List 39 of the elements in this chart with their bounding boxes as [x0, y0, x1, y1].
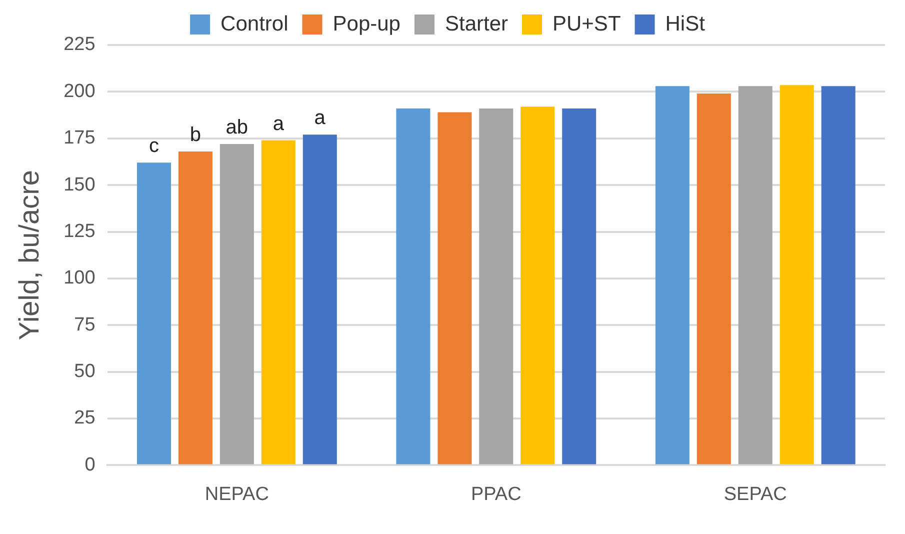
bar — [738, 86, 772, 464]
y-tick-label: 0 — [84, 454, 96, 476]
data-label: a — [314, 107, 326, 130]
legend-label: Starter — [444, 12, 508, 36]
y-tick-label: 200 — [64, 80, 96, 102]
y-tick-label: 175 — [64, 128, 96, 149]
bar — [396, 108, 430, 464]
legend-label: HiSt — [665, 12, 706, 36]
bar — [178, 151, 212, 464]
bar — [780, 85, 814, 464]
data-label: a — [272, 112, 285, 135]
x-tick-label: NEPAC — [204, 484, 269, 505]
x-tick-label: PPAC — [470, 484, 522, 505]
bar — [655, 86, 690, 464]
y-tick-label: 75 — [74, 314, 96, 336]
bar — [479, 108, 514, 464]
y-tick-label: 225 — [64, 34, 96, 56]
y-tick-label: 150 — [64, 174, 96, 196]
data-label: b — [190, 124, 201, 146]
y-axis-title: Yield, bu/acre — [14, 170, 45, 340]
data-label: ab — [226, 116, 248, 138]
bar — [302, 134, 337, 464]
data-label: c — [148, 135, 159, 158]
y-tick-label: 25 — [74, 408, 96, 429]
bar — [696, 94, 731, 464]
bar — [136, 162, 171, 464]
legend-label: Control — [220, 12, 288, 36]
y-tick-label: 100 — [64, 268, 96, 289]
bar — [438, 112, 472, 464]
bar — [220, 144, 254, 464]
bar — [520, 106, 555, 464]
x-tick-label: SEPAC — [724, 484, 787, 505]
bar — [821, 86, 856, 464]
y-tick-label: 50 — [74, 361, 96, 382]
bar — [562, 108, 596, 464]
y-tick-label: 125 — [64, 220, 96, 242]
legend-label: Pop-up — [332, 12, 400, 36]
bar — [261, 140, 296, 464]
legend-label: PU+ST — [552, 12, 621, 36]
